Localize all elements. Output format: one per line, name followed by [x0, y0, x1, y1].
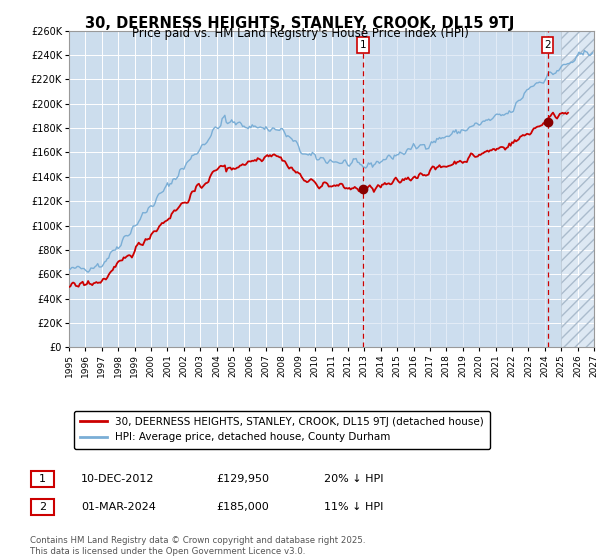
Text: 2: 2	[39, 502, 46, 512]
Text: Contains HM Land Registry data © Crown copyright and database right 2025.
This d: Contains HM Land Registry data © Crown c…	[30, 536, 365, 556]
Text: 11% ↓ HPI: 11% ↓ HPI	[324, 502, 383, 512]
Legend: 30, DEERNESS HEIGHTS, STANLEY, CROOK, DL15 9TJ (detached house), HPI: Average pr: 30, DEERNESS HEIGHTS, STANLEY, CROOK, DL…	[74, 411, 490, 449]
Text: 1: 1	[39, 474, 46, 484]
Bar	[364, 31, 548, 347]
Text: Price paid vs. HM Land Registry's House Price Index (HPI): Price paid vs. HM Land Registry's House …	[131, 27, 469, 40]
Bar	[561, 31, 594, 347]
Bar	[561, 31, 594, 347]
Text: £129,950: £129,950	[216, 474, 269, 484]
Text: 2: 2	[544, 40, 551, 50]
Text: 10-DEC-2012: 10-DEC-2012	[81, 474, 155, 484]
Text: £185,000: £185,000	[216, 502, 269, 512]
Text: 30, DEERNESS HEIGHTS, STANLEY, CROOK, DL15 9TJ: 30, DEERNESS HEIGHTS, STANLEY, CROOK, DL…	[85, 16, 515, 31]
Text: 1: 1	[360, 40, 367, 50]
Text: 01-MAR-2024: 01-MAR-2024	[81, 502, 156, 512]
Text: 20% ↓ HPI: 20% ↓ HPI	[324, 474, 383, 484]
